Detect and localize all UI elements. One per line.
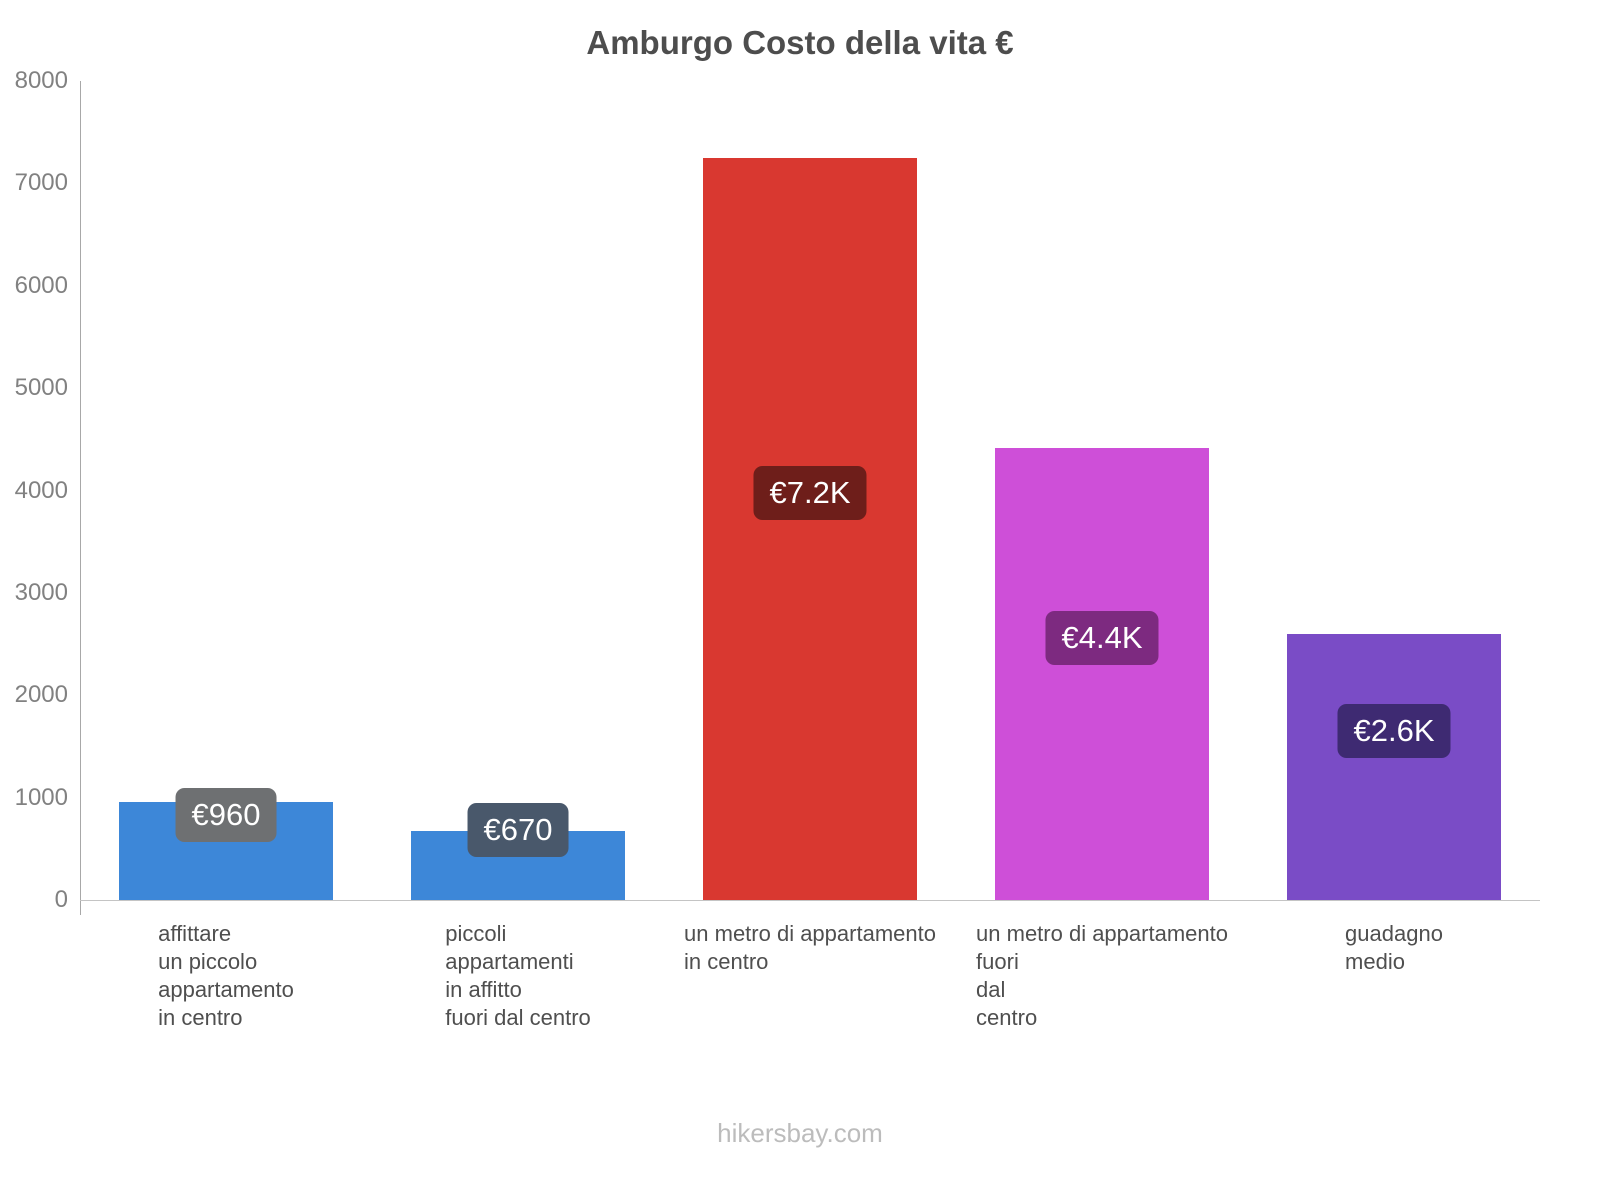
x-category-label-line: fuori dal centro [445, 1005, 591, 1030]
x-category-label-line: centro [976, 1005, 1038, 1030]
chart-title: Amburgo Costo della vita € [586, 24, 1014, 61]
x-category-label-line: in centro [684, 949, 769, 974]
x-category-label-line: in centro [158, 1005, 243, 1030]
value-badge: €2.6K [1337, 703, 1451, 758]
y-tick-label: 0 [54, 886, 68, 913]
y-tick-label: 6000 [14, 271, 68, 299]
y-tick-label: 8000 [14, 67, 68, 94]
footer-watermark: hikersbay.com [717, 1118, 883, 1148]
x-category-label-line: appartamento [158, 977, 294, 1002]
x-category-label-line: in affitto [445, 977, 522, 1002]
x-category-label: affittare un piccolo appartamento in centro [158, 920, 294, 1032]
bar[interactable] [995, 447, 1209, 900]
x-category-label: un metro di appartamento in centro [684, 920, 936, 976]
y-tick-label: 7000 [14, 169, 68, 197]
x-category-label: piccoli appartamenti in affitto fuori dal c… [445, 920, 591, 1032]
bar[interactable] [1287, 633, 1501, 900]
x-category-label-line: fuori [976, 949, 1019, 974]
y-axis-line [80, 81, 81, 915]
x-category-label: guadagno medio [1345, 920, 1443, 976]
x-category-label-line: dal [976, 977, 1006, 1002]
x-category-label-line: piccoli [445, 921, 507, 946]
value-badge: €670 [467, 802, 569, 857]
bar[interactable] [703, 157, 917, 900]
y-tick-label: 1000 [14, 783, 68, 811]
x-category-label-line: appartamenti [445, 949, 574, 974]
y-tick-label: 4000 [14, 476, 68, 504]
x-category-label-line: un metro di appartamento [976, 921, 1228, 946]
x-category-label-line: medio [1345, 949, 1405, 974]
x-category-label-line: un metro di appartamento [684, 921, 936, 946]
y-tick-label: 5000 [14, 374, 68, 402]
value-badge: €7.2K [753, 465, 867, 520]
x-category-label-line: guadagno [1345, 921, 1443, 946]
value-badge: €4.4K [1045, 610, 1159, 665]
x-category-label-line: affittare [158, 921, 232, 946]
y-tick-label: 3000 [14, 578, 68, 606]
x-axis-line [80, 900, 1540, 901]
x-category-label-line: un piccolo [158, 949, 258, 974]
y-tick-label: 2000 [14, 681, 68, 709]
value-badge: €960 [175, 787, 277, 842]
x-category-label: un metro di appartamento fuori dal centro [976, 920, 1228, 1032]
